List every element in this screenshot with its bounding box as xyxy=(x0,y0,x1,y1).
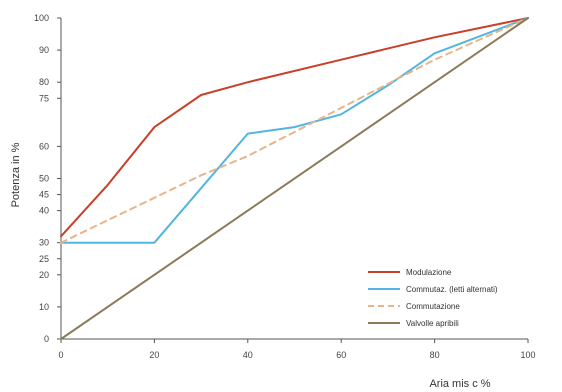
y-tick-label: 0 xyxy=(44,334,49,344)
y-tick-label: 50 xyxy=(39,174,49,184)
x-axis-title: Aria mis c % xyxy=(429,378,490,390)
y-axis-title: Potenza in % xyxy=(10,142,22,207)
x-tick-label: 60 xyxy=(336,350,346,360)
legend-label: Valvolle apribili xyxy=(406,319,459,328)
y-tick-label: 60 xyxy=(39,141,49,151)
y-tick-label: 45 xyxy=(39,190,49,200)
x-tick-label: 40 xyxy=(243,350,253,360)
y-tick-label: 20 xyxy=(39,270,49,280)
series-group xyxy=(60,17,529,340)
legend-label: Commutaz. (letti alternati) xyxy=(406,285,498,294)
series-line xyxy=(60,17,529,244)
y-tick-label: 30 xyxy=(39,238,49,248)
y-tick-label: 90 xyxy=(39,45,49,55)
x-tick-label: 100 xyxy=(520,350,535,360)
y-tick-label: 80 xyxy=(39,77,49,87)
x-tick-label: 20 xyxy=(149,350,159,360)
y-tick-label: 10 xyxy=(39,302,49,312)
legend: Modulazione Commutaz. (letti alternati) Co… xyxy=(368,268,498,328)
y-tick-label: 40 xyxy=(39,206,49,216)
ticks: 0 20 40 60 80 100 0 10 20 25 30 40 45 50 60 75 80 90 100 xyxy=(34,13,536,360)
series-line xyxy=(60,17,529,244)
series-line xyxy=(60,17,529,238)
x-tick-label: 0 xyxy=(58,350,63,360)
series-line xyxy=(60,17,529,340)
y-tick-label: 75 xyxy=(39,93,49,103)
legend-label: Commutazione xyxy=(406,302,460,311)
y-tick-label: 100 xyxy=(34,13,49,23)
y-tick-label: 25 xyxy=(39,254,49,264)
legend-label: Modulazione xyxy=(406,268,452,277)
x-tick-label: 80 xyxy=(430,350,440,360)
